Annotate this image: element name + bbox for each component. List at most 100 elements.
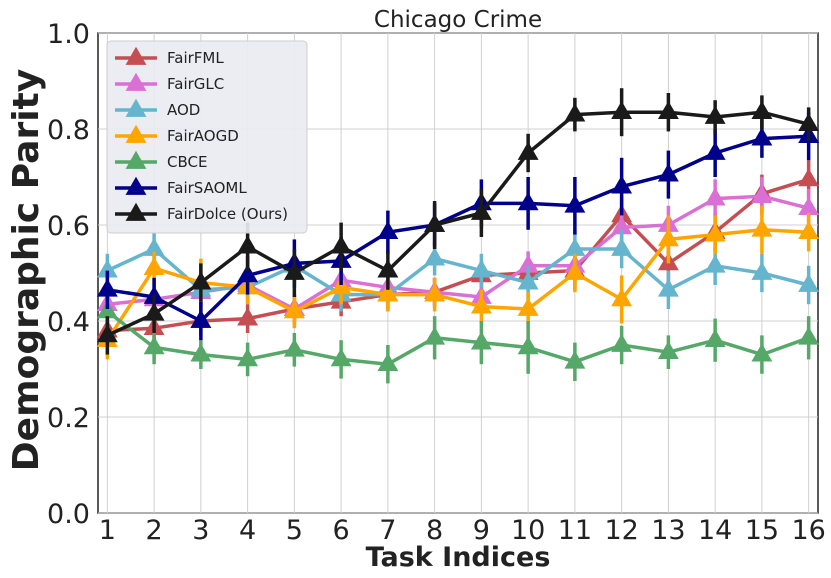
- data-point: [424, 326, 446, 345]
- data-point: [517, 336, 539, 355]
- data-point: [611, 216, 633, 235]
- series-line: [107, 177, 810, 333]
- data-point: [377, 353, 399, 372]
- data-point: [424, 213, 446, 232]
- legend-marker: [125, 202, 147, 221]
- data-point: [704, 329, 726, 348]
- data-point: [798, 197, 820, 216]
- data-point: [704, 187, 726, 206]
- data-point: [517, 297, 539, 316]
- data-point: [237, 264, 259, 283]
- data-point: [751, 261, 773, 280]
- data-point: [517, 192, 539, 211]
- legend-item: FairSAOML: [115, 176, 247, 197]
- data-point: [564, 237, 586, 256]
- data-point: [564, 350, 586, 369]
- legend-item: AOD: [115, 98, 200, 119]
- legend-marker: [125, 124, 147, 143]
- series-fairaogd: [96, 205, 820, 360]
- data-point: [798, 273, 820, 292]
- data-point: [424, 283, 446, 302]
- data-point: [283, 338, 305, 357]
- data-point: [330, 276, 352, 295]
- data-point: [798, 168, 820, 187]
- data-point: [143, 302, 165, 321]
- data-point: [470, 331, 492, 350]
- data-point: [283, 261, 305, 280]
- data-point: [657, 228, 679, 247]
- series-cbce: [96, 297, 820, 384]
- legend-marker: [125, 72, 147, 91]
- data-point: [798, 326, 820, 345]
- data-point: [751, 343, 773, 362]
- data-point: [96, 324, 118, 343]
- series-line: [106, 247, 810, 297]
- x-tick-label: 11: [558, 515, 592, 546]
- data-point: [143, 336, 165, 355]
- x-tick-label: 16: [791, 515, 825, 546]
- x-tick-label: 3: [192, 515, 209, 546]
- x-tick-label: 7: [379, 515, 396, 546]
- y-tick-label: 1.0: [47, 19, 90, 50]
- data-point: [377, 283, 399, 302]
- x-tick-labels: 1 2 3 4 5 6 7 8 9 10 11 12 13 14 15 16: [99, 515, 826, 546]
- data-point: [798, 221, 820, 240]
- data-point: [330, 235, 352, 254]
- x-tick-label: 4: [239, 515, 256, 546]
- data-point: [517, 141, 539, 160]
- x-tick-label: 1: [99, 515, 116, 546]
- data-point: [564, 103, 586, 122]
- y-tick-label: 0.4: [47, 307, 90, 338]
- data-point: [751, 127, 773, 146]
- legend-marker: [125, 176, 147, 195]
- data-point: [96, 259, 118, 278]
- legend-label: FairAOGD: [167, 127, 239, 145]
- data-point: [611, 333, 633, 352]
- data-point: [704, 141, 726, 160]
- x-tick-label: 12: [604, 515, 638, 546]
- legend-box: [106, 40, 308, 234]
- legend-item: FairDolce (Ours): [115, 202, 288, 223]
- data-point: [611, 101, 633, 120]
- legend-label: FairGLC: [167, 75, 224, 93]
- data-point: [237, 348, 259, 367]
- data-point: [424, 247, 446, 266]
- data-point: [190, 309, 212, 328]
- y-tick-label: 0.8: [47, 115, 90, 146]
- data-point: [377, 259, 399, 278]
- x-axis-label: Task Indices: [366, 542, 551, 573]
- legend-item: FairFML: [115, 46, 224, 67]
- data-point: [751, 101, 773, 120]
- data-point: [190, 343, 212, 362]
- series-line: [106, 310, 810, 366]
- legend-label: FairFML: [167, 49, 224, 67]
- data-point: [611, 288, 633, 307]
- data-point: [470, 295, 492, 314]
- data-point: [611, 237, 633, 256]
- x-tick-label: 13: [651, 515, 685, 546]
- data-point: [143, 237, 165, 256]
- data-point: [564, 194, 586, 213]
- data-point: [470, 259, 492, 278]
- data-point: [657, 163, 679, 182]
- data-point: [657, 101, 679, 120]
- legend-item: FairAOGD: [115, 124, 239, 145]
- data-point: [611, 175, 633, 194]
- data-point: [704, 223, 726, 242]
- legend-label: CBCE: [167, 153, 207, 171]
- y-tick-labels: 0.0 0.2 0.4 0.6 0.8 1.0: [47, 19, 90, 530]
- data-point: [657, 341, 679, 360]
- y-tick-label: 0.2: [47, 403, 90, 434]
- series-fairdolce-ours: [96, 88, 820, 355]
- data-point: [470, 201, 492, 220]
- data-point: [330, 348, 352, 367]
- data-point: [704, 254, 726, 273]
- y-tick-label: 0.6: [47, 211, 90, 242]
- legend: FairFML FairGLC AOD FairAOGD CBCE FairSAOML Fa…: [106, 40, 308, 234]
- x-tick-label: 15: [745, 515, 779, 546]
- legend-marker: [125, 98, 147, 117]
- data-point: [377, 221, 399, 240]
- x-tick-label: 10: [511, 515, 545, 546]
- data-point: [96, 278, 118, 297]
